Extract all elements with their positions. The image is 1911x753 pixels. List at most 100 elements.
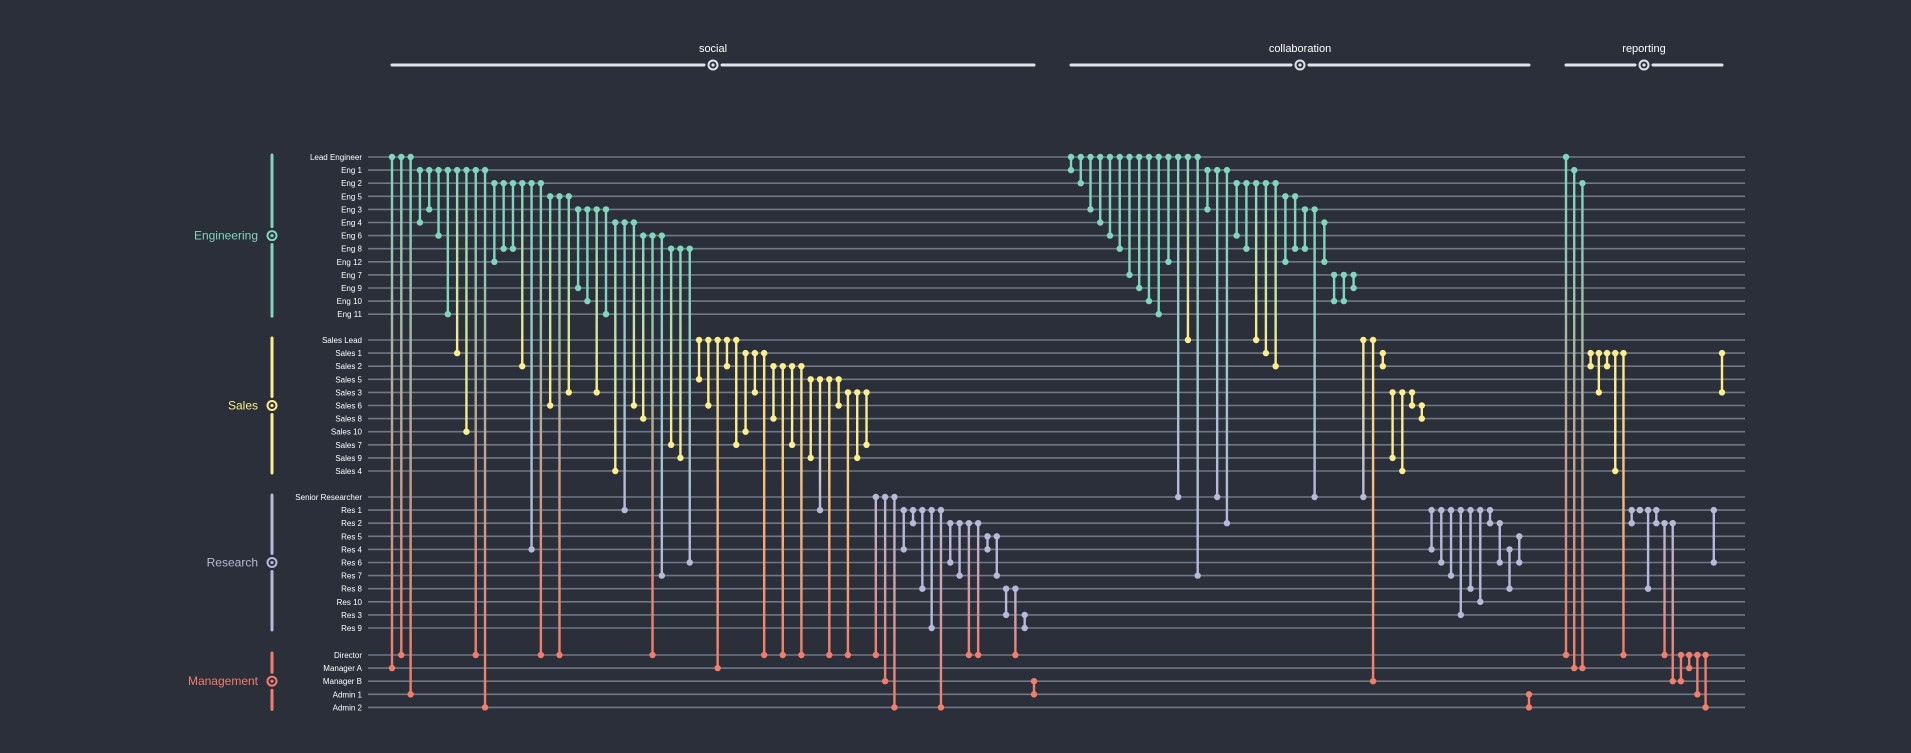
- link-node: [463, 166, 470, 174]
- link-node: [919, 506, 926, 514]
- link-node: [426, 166, 433, 174]
- link-node: [612, 219, 619, 226]
- link-node: [546, 402, 554, 409]
- row-label: Eng 1: [341, 166, 362, 175]
- link-node: [1252, 336, 1260, 344]
- link-node: [546, 193, 554, 200]
- link-node: [593, 206, 600, 213]
- row-label: Sales 10: [331, 428, 363, 437]
- link-node: [1467, 506, 1474, 514]
- link-node: [602, 311, 610, 318]
- link-node: [788, 363, 796, 370]
- link-node: [1087, 153, 1094, 161]
- category-label: social: [699, 43, 727, 55]
- category-marker: [1294, 59, 1306, 71]
- link-node: [742, 428, 749, 435]
- link-node: [398, 153, 405, 161]
- link-node: [1340, 271, 1348, 279]
- link-node: [900, 506, 907, 514]
- row-label: Sales 9: [335, 454, 362, 463]
- link-node: [695, 336, 703, 344]
- link-node: [667, 245, 675, 252]
- link-node: [1516, 559, 1523, 566]
- row-label: Director: [334, 651, 362, 660]
- row-label: Eng 4: [341, 219, 362, 228]
- link-node: [519, 180, 526, 187]
- link-node: [1282, 193, 1289, 200]
- link-node: [1136, 284, 1143, 292]
- link-node: [1428, 546, 1435, 553]
- link-node: [556, 193, 563, 200]
- group-label: Sales: [228, 399, 258, 413]
- row-label: Res 4: [341, 545, 362, 554]
- link-node: [1155, 153, 1162, 161]
- link-node: [1612, 349, 1619, 357]
- link-node: [1126, 271, 1133, 279]
- link-node: [956, 572, 963, 579]
- link-node: [1155, 311, 1162, 318]
- row-label: Sales 3: [335, 388, 362, 397]
- link-node: [1496, 520, 1503, 527]
- link-node: [1389, 454, 1396, 462]
- row-label: Res 6: [341, 559, 362, 568]
- link-node: [481, 166, 489, 174]
- link-node: [733, 441, 740, 448]
- link-node: [1204, 166, 1211, 174]
- link-node: [1694, 691, 1701, 698]
- link-node: [1702, 651, 1709, 659]
- link-node: [705, 336, 712, 344]
- group-marker: [266, 557, 278, 568]
- link-node: [1321, 219, 1328, 226]
- link-node: [1165, 258, 1172, 265]
- link-node: [900, 546, 907, 553]
- link-node: [1012, 585, 1019, 592]
- link-node: [798, 363, 805, 370]
- link-node: [1389, 389, 1396, 396]
- link-node: [974, 520, 982, 527]
- link-node: [714, 664, 721, 672]
- link-node: [426, 206, 433, 213]
- link-node: [816, 376, 824, 383]
- link-node: [1525, 691, 1533, 698]
- link-node: [1369, 336, 1377, 344]
- link-node: [565, 193, 572, 200]
- group-label: Research: [207, 556, 258, 570]
- link-node: [909, 506, 917, 514]
- link-node: [1002, 611, 1010, 619]
- link-node: [1710, 506, 1717, 514]
- link-node: [1002, 585, 1010, 592]
- link-node: [1702, 704, 1709, 711]
- link-node: [1301, 245, 1309, 252]
- link-node: [584, 206, 591, 213]
- link-node: [556, 651, 563, 659]
- link-node: [947, 559, 954, 566]
- row-label: Res 3: [341, 611, 362, 620]
- link-node: [1661, 651, 1668, 659]
- link-node: [1311, 493, 1318, 501]
- row-label: Admin 1: [333, 690, 363, 699]
- link-node: [509, 180, 517, 187]
- group-marker-dot: [270, 234, 274, 238]
- link-node: [519, 363, 526, 370]
- category-marker-dot: [711, 63, 715, 67]
- link-node: [1399, 467, 1406, 475]
- row-label: Res 8: [341, 585, 362, 594]
- link-node: [1587, 349, 1594, 357]
- link-node: [835, 376, 842, 383]
- link-node: [509, 245, 517, 252]
- group-marker-dot: [270, 403, 274, 408]
- row-label: Eng 6: [341, 232, 362, 241]
- link-node: [1077, 153, 1084, 161]
- link-node: [1330, 297, 1338, 305]
- link-node: [1021, 611, 1028, 619]
- link-node: [723, 336, 731, 344]
- link-node: [1262, 349, 1270, 357]
- link-node: [779, 363, 786, 370]
- row-label: Res 1: [341, 506, 362, 515]
- group-marker: [266, 230, 278, 242]
- link-node: [1021, 624, 1028, 632]
- link-node: [667, 441, 675, 448]
- link-node: [1685, 651, 1693, 659]
- link-node: [844, 389, 852, 396]
- link-node: [1067, 153, 1075, 161]
